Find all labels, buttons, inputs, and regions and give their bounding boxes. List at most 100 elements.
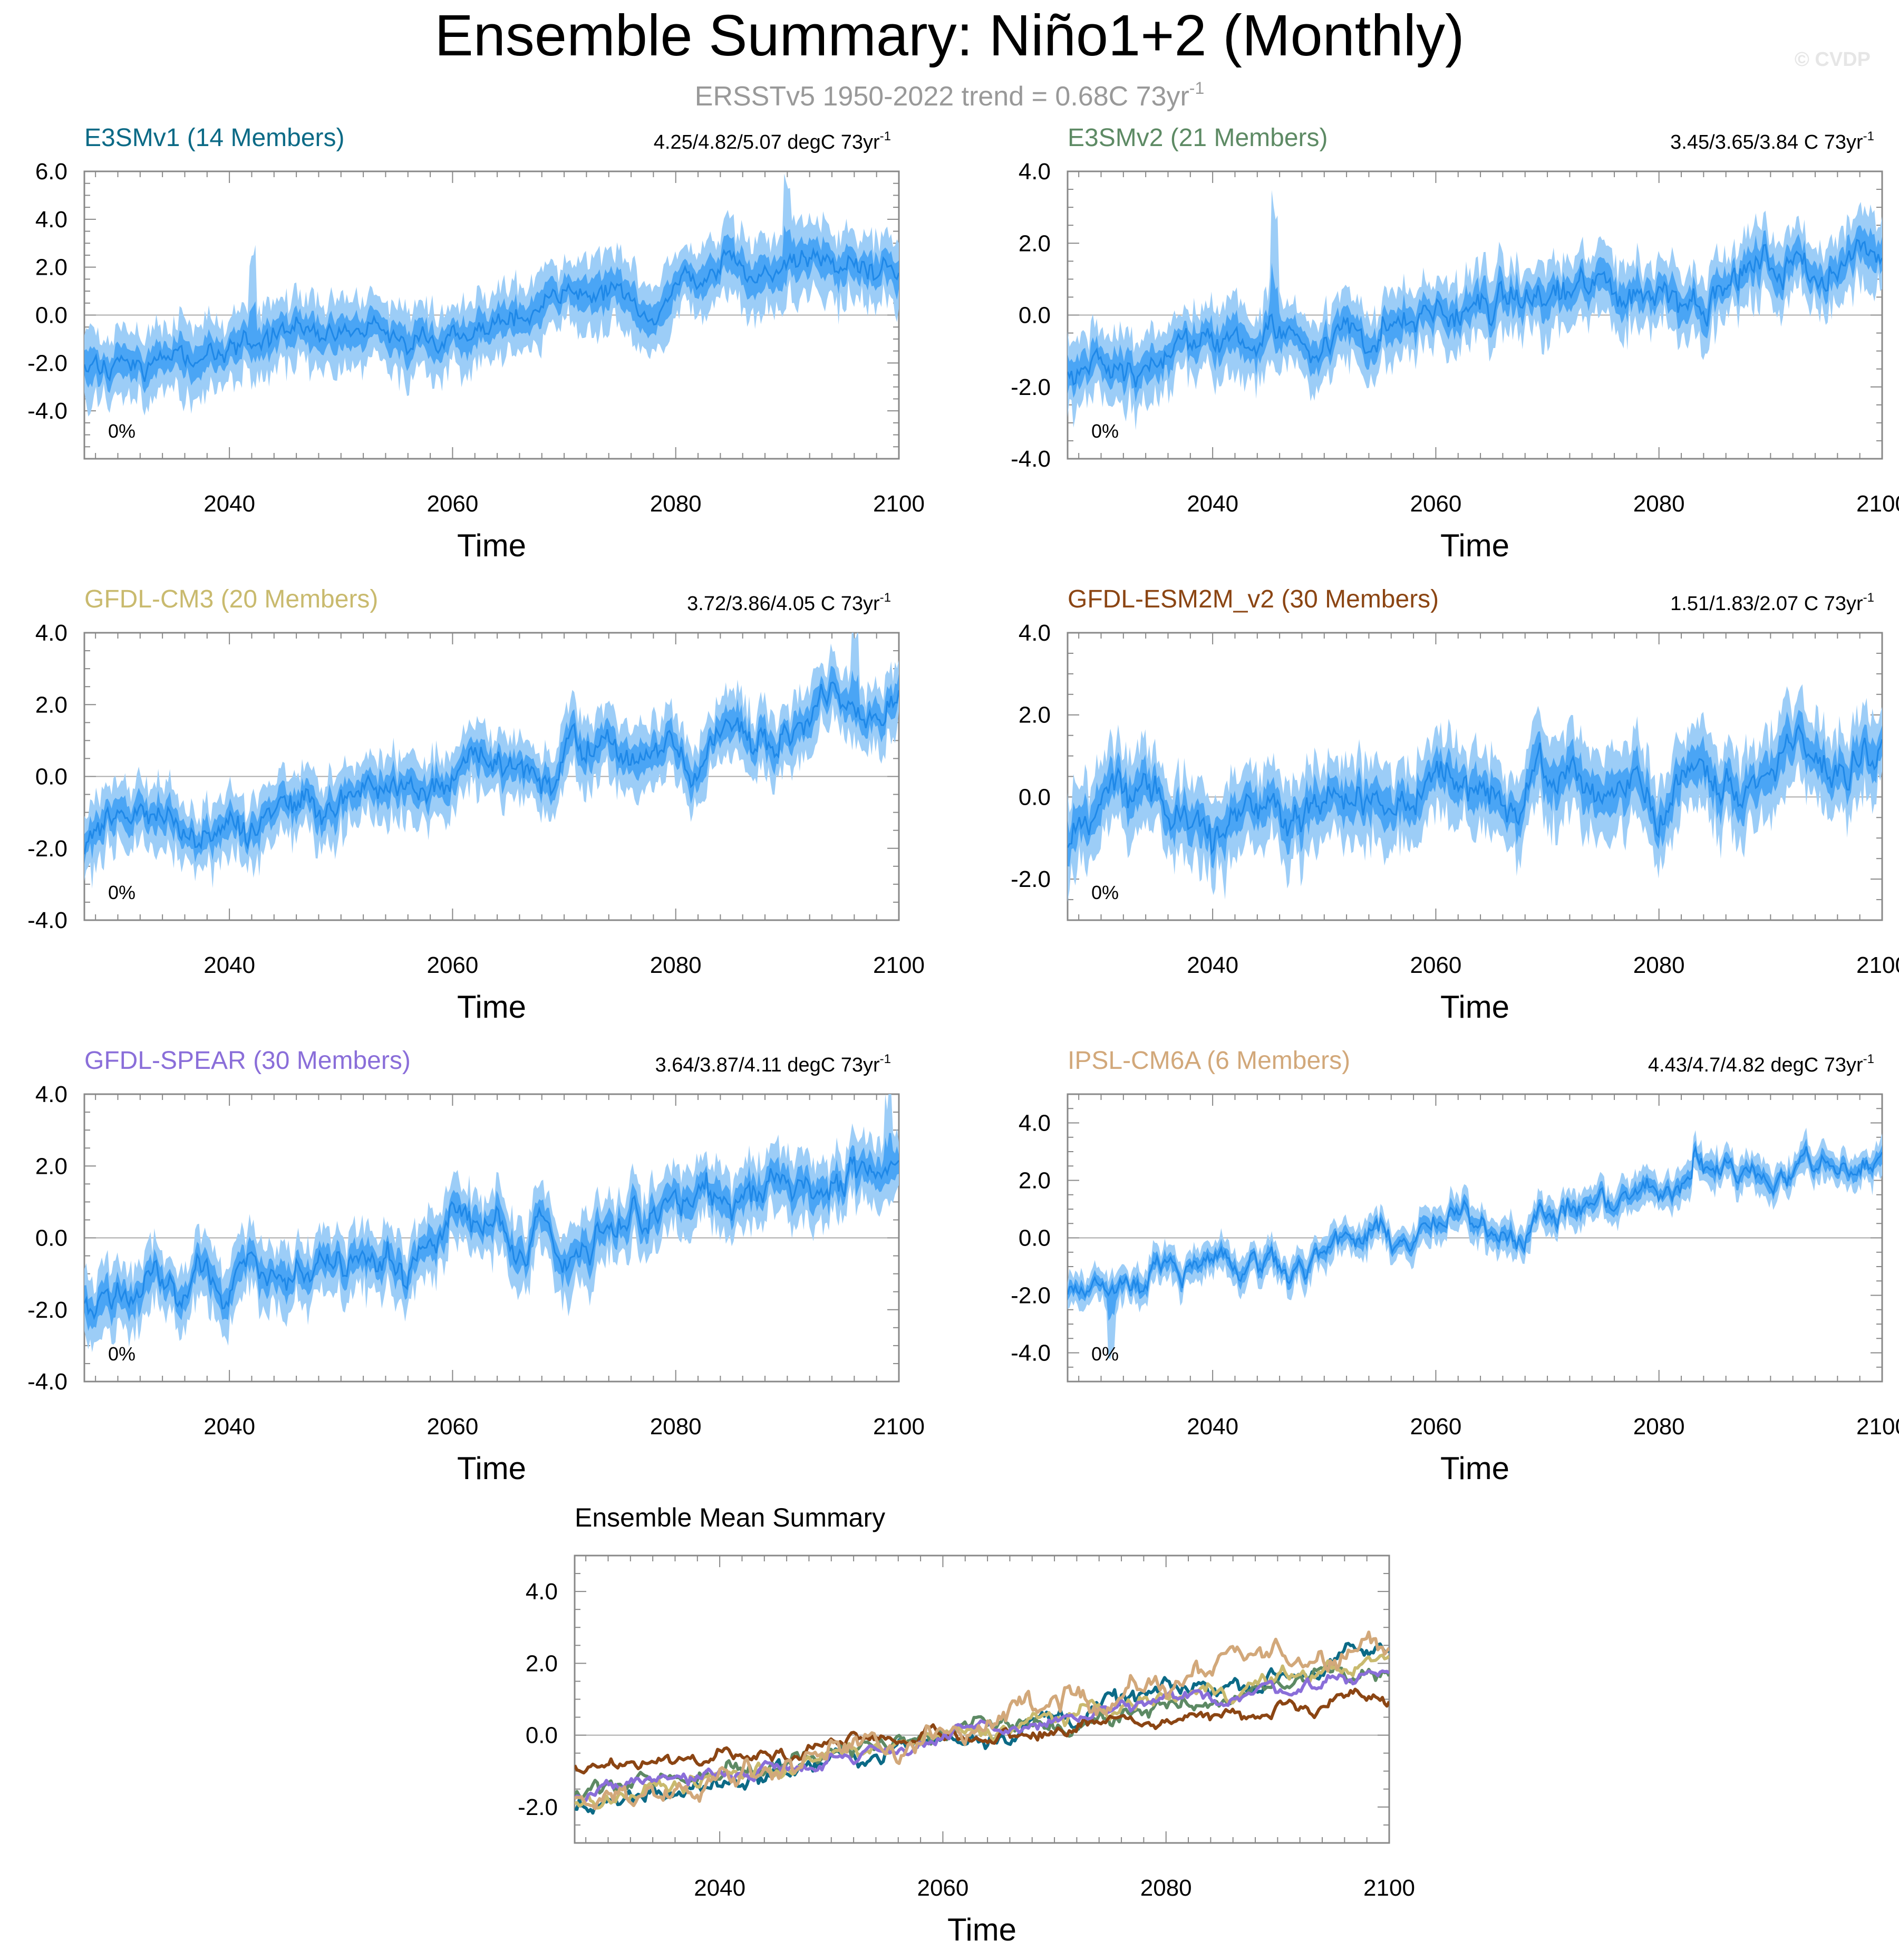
trend-annotation: 1.51/1.83/2.07 C 73yr-1 xyxy=(1670,591,1874,615)
x-tick-label: 2060 xyxy=(917,1875,968,1901)
x-tick-label: 2080 xyxy=(1140,1875,1192,1901)
y-tick-label: 0.0 xyxy=(1019,303,1051,329)
panel-gfdl-cm3: GFDL-CM3 (20 Members) 3.72/3.86/4.05 C 73… xyxy=(27,585,925,1025)
series-line-gfdl-esm2m_v2 xyxy=(575,1687,1389,1775)
x-tick-label: 2100 xyxy=(1856,1414,1899,1440)
y-tick-label: 0.0 xyxy=(1019,1225,1051,1251)
trend-annotation: 4.43/4.7/4.82 degC 73yr-1 xyxy=(1648,1052,1874,1076)
ensemble-iqr-band xyxy=(1068,1138,1882,1321)
ensemble-iqr-band xyxy=(1068,225,1882,402)
series-group xyxy=(1068,190,1882,430)
figure-subtitle: ERSSTv5 1950-2022 trend = 0.68C 73yr-1 xyxy=(695,79,1204,112)
ensemble-mean-line xyxy=(84,681,899,855)
y-tick-label: 4.0 xyxy=(526,1579,558,1605)
panel-title: GFDL-ESM2M_v2 (30 Members) xyxy=(1068,585,1439,613)
x-axis-label: Time xyxy=(1440,528,1509,563)
y-tick-label: -2.0 xyxy=(1011,1283,1051,1309)
series-group xyxy=(1068,1127,1882,1359)
x-minor-ticks xyxy=(585,1556,1390,1843)
percent-label: 0% xyxy=(108,882,135,903)
y-tick-label: -2.0 xyxy=(1011,374,1051,400)
y-tick-label: 2.0 xyxy=(1019,702,1051,728)
panel-title: IPSL-CM6A (6 Members) xyxy=(1068,1047,1350,1075)
series-group xyxy=(84,633,899,889)
ensemble-mean-line xyxy=(1068,238,1882,388)
y-tick-label: -4.0 xyxy=(1011,446,1051,472)
x-axis-label: Time xyxy=(457,989,526,1025)
x-axis-label: Time xyxy=(1440,1451,1509,1486)
x-minor-ticks xyxy=(1078,633,1883,920)
x-tick-label: 2100 xyxy=(1363,1875,1415,1901)
x-tick-label: 2080 xyxy=(1633,491,1685,517)
ensemble-mean-line xyxy=(1068,723,1882,856)
y-tick-label: 2.0 xyxy=(1019,1168,1051,1194)
x-tick-label: 2080 xyxy=(650,952,702,978)
x-minor-ticks xyxy=(95,633,899,920)
y-tick-label: 4.0 xyxy=(35,620,67,646)
y-tick-label: -4.0 xyxy=(27,1369,67,1395)
percent-label: 0% xyxy=(108,420,135,442)
y-tick-label: 2.0 xyxy=(1019,230,1051,256)
trend-annotation: 3.45/3.65/3.84 C 73yr-1 xyxy=(1670,129,1874,153)
y-tick-label: 0.0 xyxy=(35,764,67,790)
y-tick-label: -2.0 xyxy=(27,1297,67,1323)
panel-title: GFDL-CM3 (20 Members) xyxy=(84,585,378,613)
panel-ens-mean: Ensemble Mean Summary 2040 2060 2080 2100 -2.… xyxy=(518,1503,1415,1947)
x-tick-label: 2060 xyxy=(427,952,478,978)
y-tick-label: 4.0 xyxy=(1019,620,1051,646)
y-tick-label: 2.0 xyxy=(35,255,67,281)
x-tick-label: 2040 xyxy=(1187,491,1238,517)
x-minor-ticks xyxy=(95,1094,899,1382)
trend-annotation: 3.72/3.86/4.05 C 73yr-1 xyxy=(687,591,891,615)
percent-label: 0% xyxy=(1091,1343,1119,1365)
panel-ipsl-cm6a: IPSL-CM6A (6 Members) 4.43/4.7/4.82 degC … xyxy=(1011,1047,1899,1486)
trend-annotation: 3.64/3.87/4.11 degC 73yr-1 xyxy=(655,1052,891,1076)
y-tick-label: 2.0 xyxy=(35,692,67,718)
y-tick-label: 6.0 xyxy=(35,159,67,185)
ensemble-mean-line xyxy=(84,1156,899,1320)
x-tick-label: 2040 xyxy=(204,952,255,978)
y-tick-label: 2.0 xyxy=(526,1650,558,1676)
panel-e3smv2: E3SMv2 (21 Members) 3.45/3.65/3.84 C 73yr… xyxy=(1011,124,1899,563)
series-line-ipsl-cm6a xyxy=(575,1630,1389,1811)
series-group xyxy=(84,1094,899,1353)
x-tick-label: 2040 xyxy=(204,1414,255,1440)
y-minor-ticks xyxy=(575,1555,1389,1843)
panel-title: E3SMv1 (14 Members) xyxy=(84,124,344,152)
trend-annotation: 4.25/4.82/5.07 degC 73yr-1 xyxy=(654,129,891,153)
panel-title: GFDL-SPEAR (30 Members) xyxy=(84,1047,411,1075)
x-tick-label: 2080 xyxy=(1633,952,1685,978)
x-tick-label: 2100 xyxy=(873,491,925,517)
x-axis-label: Time xyxy=(947,1912,1016,1947)
ensemble-mean-line xyxy=(84,247,899,382)
x-axis-label: Time xyxy=(457,528,526,563)
y-tick-label: 2.0 xyxy=(35,1153,67,1179)
ensemble-range-band xyxy=(1068,1127,1882,1359)
series-line-gfdl-cm3 xyxy=(575,1653,1389,1810)
y-tick-label: -2.0 xyxy=(27,836,67,862)
y-tick-label: -4.0 xyxy=(1011,1340,1051,1366)
series-group xyxy=(575,1630,1389,1815)
watermark: © CVDP xyxy=(1795,49,1871,71)
x-minor-ticks xyxy=(1078,171,1883,459)
x-tick-label: 2080 xyxy=(1633,1414,1685,1440)
y-tick-label: 4.0 xyxy=(1019,1111,1051,1136)
x-tick-label: 2040 xyxy=(694,1875,745,1901)
x-tick-label: 2060 xyxy=(1410,491,1461,517)
y-tick-label: 0.0 xyxy=(1019,784,1051,810)
ensemble-range-band xyxy=(84,173,899,417)
percent-label: 0% xyxy=(1091,882,1119,903)
x-axis-label: Time xyxy=(1440,989,1509,1025)
y-tick-label: 0.0 xyxy=(35,1225,67,1251)
x-tick-label: 2100 xyxy=(1856,952,1899,978)
ensemble-mean-line xyxy=(1068,1145,1882,1299)
series-group xyxy=(1068,684,1882,902)
x-minor-ticks xyxy=(95,171,899,459)
x-tick-label: 2040 xyxy=(1187,1414,1238,1440)
series-line-gfdl-spear xyxy=(575,1669,1389,1802)
panel-title: E3SMv2 (21 Members) xyxy=(1068,124,1328,152)
ensemble-iqr-band xyxy=(84,1133,899,1331)
percent-label: 0% xyxy=(108,1343,135,1365)
x-tick-label: 2100 xyxy=(1856,491,1899,517)
panel-e3smv1: E3SMv1 (14 Members) 4.25/4.82/5.07 degC 7… xyxy=(27,124,925,563)
